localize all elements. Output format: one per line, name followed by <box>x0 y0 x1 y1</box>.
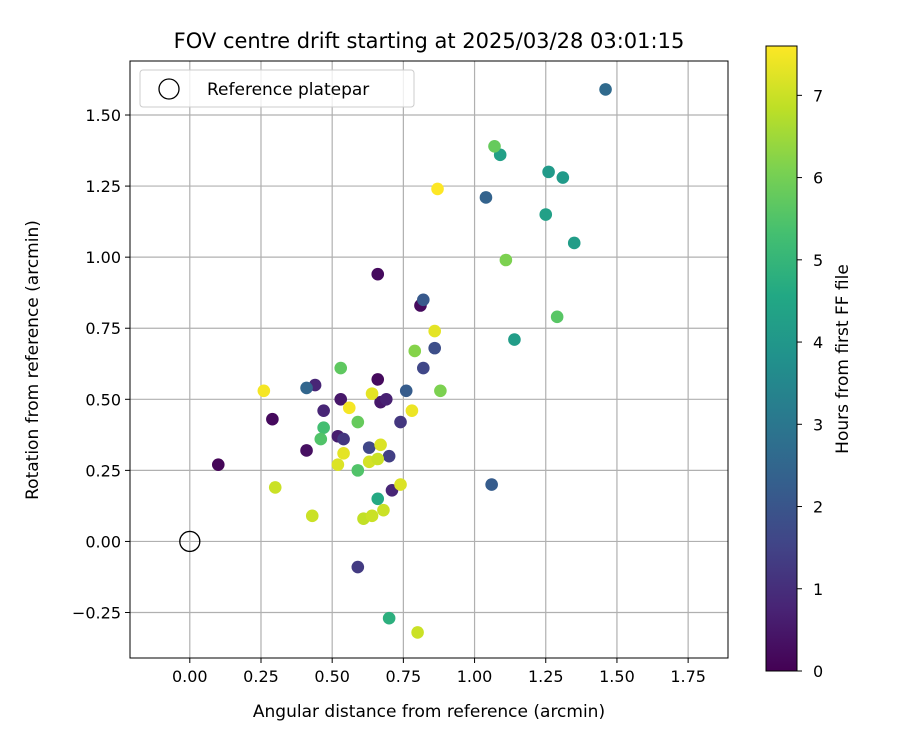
colorbar-ticks: 0 1 2 3 4 5 6 7 <box>797 86 823 681</box>
data-point <box>417 361 430 375</box>
data-point <box>334 361 348 375</box>
data-point <box>365 387 379 400</box>
data-point <box>567 236 581 250</box>
colorbar-tick-label: 3 <box>813 415 823 434</box>
y-tick-label: 1.25 <box>85 177 121 196</box>
y-tick-label: 1.00 <box>85 248 121 267</box>
colorbar-tick-label: 7 <box>813 86 823 105</box>
x-tick-label: 1.25 <box>528 667 564 686</box>
data-point <box>266 412 279 426</box>
data-point <box>508 333 521 346</box>
colorbar-tick-label: 4 <box>813 333 823 352</box>
data-point <box>599 83 612 96</box>
x-tick-label: 0.25 <box>243 667 279 686</box>
y-tick-label: 0.25 <box>85 461 121 480</box>
data-point <box>499 253 513 267</box>
x-tick-label: 1.50 <box>599 667 635 686</box>
data-point <box>539 208 553 221</box>
colorbar-tick-label: 6 <box>813 169 823 188</box>
data-point <box>405 404 419 417</box>
data-point <box>371 492 385 506</box>
legend: Reference platepar <box>139 69 415 108</box>
data-point <box>342 401 356 415</box>
data-point <box>431 182 444 196</box>
data-point <box>374 438 387 452</box>
y-tick-label: −0.25 <box>72 604 121 623</box>
x-tick-label: 0.75 <box>386 667 422 686</box>
data-point <box>314 432 328 446</box>
data-point <box>257 384 271 398</box>
colorbar-tick-label: 2 <box>813 498 823 517</box>
data-point <box>334 393 348 406</box>
reference-platepar-marker <box>179 530 201 553</box>
data-point <box>379 393 393 406</box>
y-tick-label: 1.50 <box>85 106 121 125</box>
data-point <box>394 415 407 429</box>
data-point <box>382 449 396 463</box>
y-tick-label: 0.00 <box>85 532 121 551</box>
data-point <box>300 381 313 395</box>
data-point <box>377 503 390 517</box>
x-axis-ticks: 0.00 0.25 0.50 0.75 1.00 1.25 1.50 1.75 <box>172 658 706 686</box>
chart-title: FOV centre drift starting at 2025/03/28 … <box>174 29 685 53</box>
data-point <box>488 139 501 153</box>
legend-box <box>139 69 415 108</box>
data-point <box>362 441 376 454</box>
data-point <box>417 293 430 307</box>
data-point <box>337 432 350 446</box>
x-tick-label: 0.50 <box>314 667 350 686</box>
data-point <box>550 310 564 324</box>
colorbar-tick-label: 5 <box>813 251 823 270</box>
data-point <box>428 341 441 355</box>
data-point <box>351 464 365 477</box>
data-point <box>365 509 379 523</box>
colorbar-label: Hours from first FF file <box>833 264 853 454</box>
data-point <box>479 191 493 204</box>
data-point <box>542 165 555 179</box>
y-axis-ticks: −0.25 0.00 0.25 0.50 0.75 1.00 1.25 1.50 <box>72 106 130 623</box>
data-point <box>399 384 413 398</box>
data-point <box>300 444 313 457</box>
data-point <box>317 421 330 435</box>
data-points <box>211 83 612 639</box>
data-point <box>371 452 385 466</box>
data-point <box>305 509 319 523</box>
data-point <box>434 384 447 398</box>
data-point <box>411 626 424 639</box>
x-axis-label: Angular distance from reference (arcmin) <box>253 702 605 722</box>
y-tick-label: 0.75 <box>85 319 121 338</box>
x-tick-label: 1.75 <box>670 667 706 686</box>
data-point <box>408 344 422 358</box>
colorbar-gradient <box>765 45 798 672</box>
data-point <box>351 560 365 574</box>
legend-reference-marker <box>158 78 180 100</box>
data-point <box>268 481 282 494</box>
data-point <box>211 458 225 471</box>
reference-marker-layer <box>179 530 201 553</box>
data-point <box>428 324 441 338</box>
colorbar-tick-label: 1 <box>813 580 823 599</box>
data-point <box>331 458 345 471</box>
plot-area-frame <box>129 60 729 659</box>
data-point <box>485 478 498 491</box>
grid-lines <box>130 61 728 658</box>
y-tick-label: 0.50 <box>85 390 121 409</box>
data-point <box>556 171 570 184</box>
legend-label: Reference platepar <box>207 80 369 100</box>
data-point <box>371 373 385 386</box>
data-point <box>382 611 396 625</box>
x-tick-label: 0.00 <box>172 667 208 686</box>
y-axis-label: Rotation from reference (arcmin) <box>23 220 43 500</box>
data-point <box>351 415 365 429</box>
data-point <box>394 478 407 491</box>
data-point <box>371 267 385 281</box>
x-tick-label: 1.00 <box>457 667 493 686</box>
data-point <box>317 404 330 417</box>
data-point <box>337 447 350 460</box>
colorbar-tick-label: 0 <box>813 662 823 681</box>
